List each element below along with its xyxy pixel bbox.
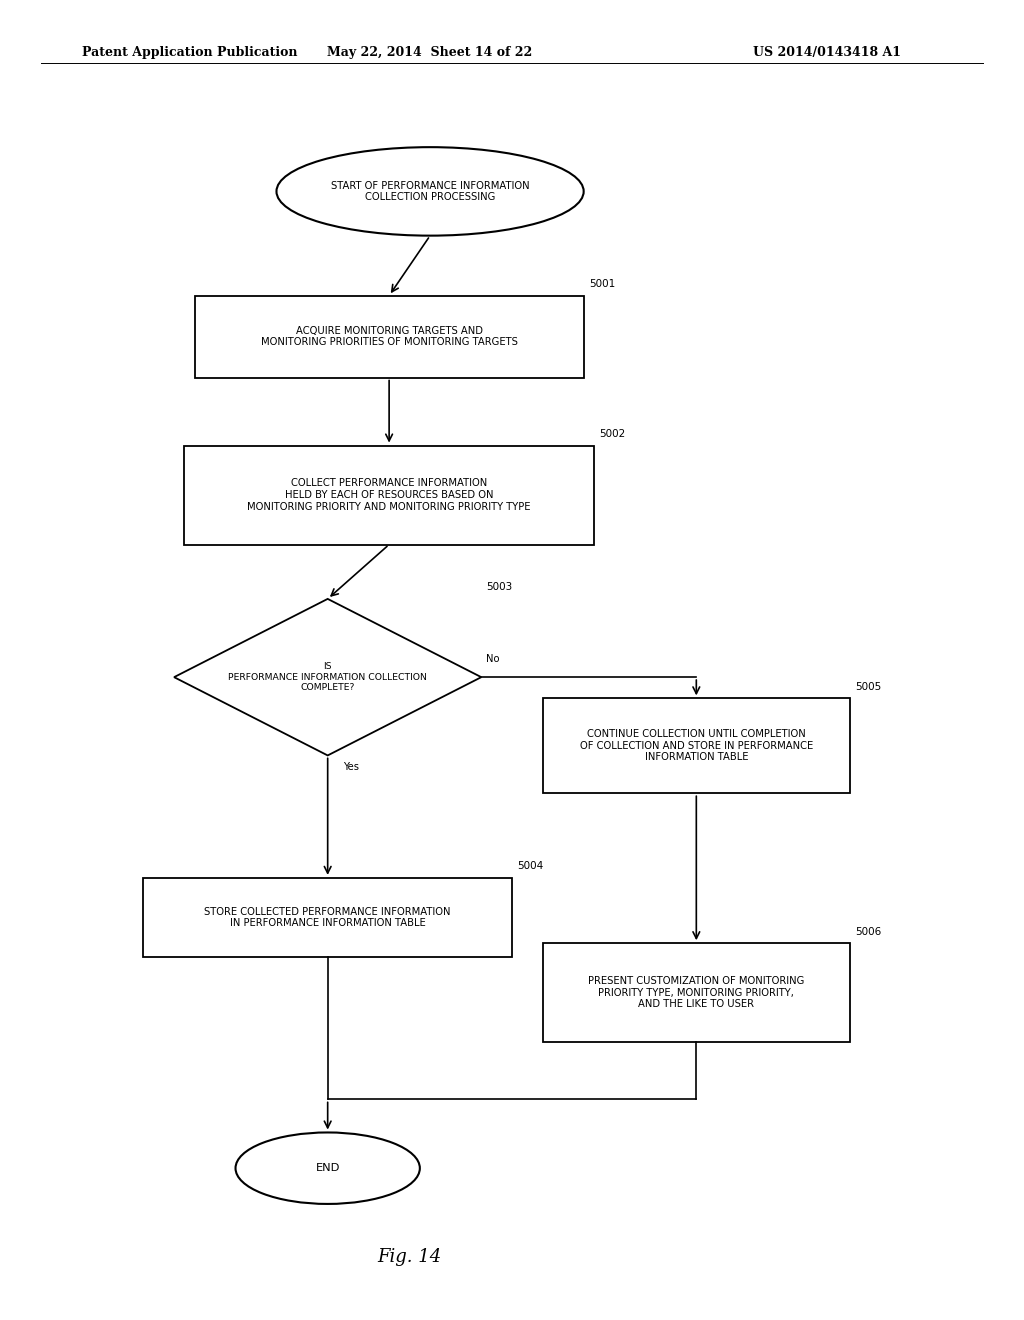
FancyBboxPatch shape [543, 698, 850, 793]
Text: US 2014/0143418 A1: US 2014/0143418 A1 [753, 46, 901, 59]
Text: Patent Application Publication: Patent Application Publication [82, 46, 297, 59]
Text: CONTINUE COLLECTION UNTIL COMPLETION
OF COLLECTION AND STORE IN PERFORMANCE
INFO: CONTINUE COLLECTION UNTIL COMPLETION OF … [580, 729, 813, 763]
Text: May 22, 2014  Sheet 14 of 22: May 22, 2014 Sheet 14 of 22 [328, 46, 532, 59]
Text: 5004: 5004 [517, 861, 544, 871]
Text: STORE COLLECTED PERFORMANCE INFORMATION
IN PERFORMANCE INFORMATION TABLE: STORE COLLECTED PERFORMANCE INFORMATION … [205, 907, 451, 928]
Text: 5005: 5005 [855, 681, 882, 692]
FancyBboxPatch shape [543, 942, 850, 1043]
Text: END: END [315, 1163, 340, 1173]
Text: START OF PERFORMANCE INFORMATION
COLLECTION PROCESSING: START OF PERFORMANCE INFORMATION COLLECT… [331, 181, 529, 202]
Text: PRESENT CUSTOMIZATION OF MONITORING
PRIORITY TYPE, MONITORING PRIORITY,
AND THE : PRESENT CUSTOMIZATION OF MONITORING PRIO… [588, 975, 805, 1010]
Polygon shape [174, 599, 481, 755]
Text: 5002: 5002 [599, 429, 626, 438]
FancyBboxPatch shape [195, 296, 584, 378]
Text: No: No [486, 653, 500, 664]
FancyBboxPatch shape [143, 878, 512, 957]
Text: 5001: 5001 [589, 279, 615, 289]
Text: Yes: Yes [343, 762, 359, 772]
FancyBboxPatch shape [184, 446, 594, 544]
Ellipse shape [236, 1133, 420, 1204]
Text: IS
PERFORMANCE INFORMATION COLLECTION
COMPLETE?: IS PERFORMANCE INFORMATION COLLECTION CO… [228, 663, 427, 692]
Text: 5006: 5006 [855, 927, 882, 937]
Text: ACQUIRE MONITORING TARGETS AND
MONITORING PRIORITIES OF MONITORING TARGETS: ACQUIRE MONITORING TARGETS AND MONITORIN… [261, 326, 517, 347]
Text: Fig. 14: Fig. 14 [378, 1247, 441, 1266]
Ellipse shape [276, 147, 584, 236]
Text: COLLECT PERFORMANCE INFORMATION
HELD BY EACH OF RESOURCES BASED ON
MONITORING PR: COLLECT PERFORMANCE INFORMATION HELD BY … [248, 478, 530, 512]
Text: 5003: 5003 [486, 582, 513, 593]
